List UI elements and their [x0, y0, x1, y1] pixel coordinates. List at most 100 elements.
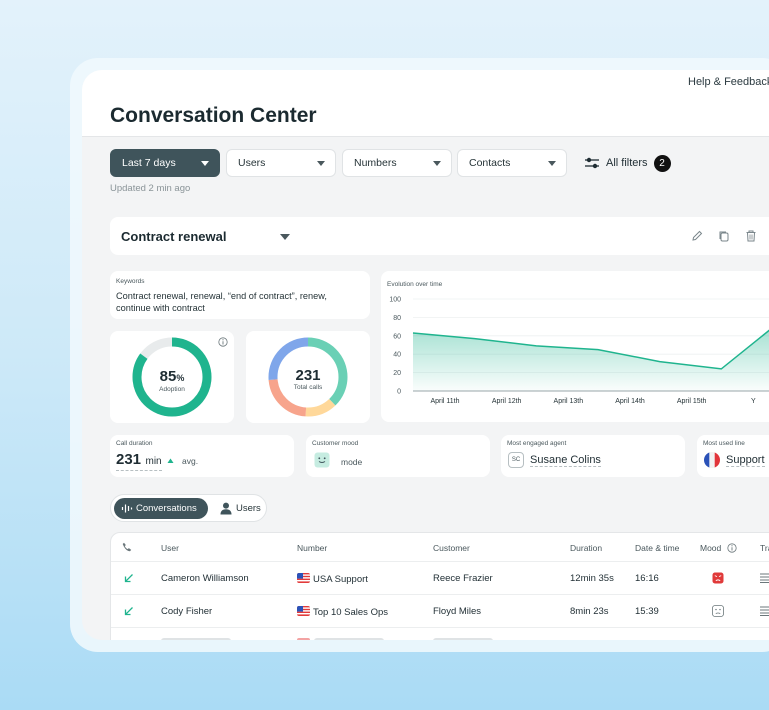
users-tab-label: Users: [236, 503, 261, 514]
trend-up-icon: [167, 458, 174, 463]
adoption-label: Adoption: [159, 386, 185, 393]
adoption-unit: %: [176, 373, 185, 383]
row-time: 16:16: [635, 573, 659, 584]
chart-title: Evolution over time: [387, 281, 443, 288]
col-datetime[interactable]: Date & time: [635, 543, 680, 553]
row-customer[interactable]: Floyd Miles: [433, 606, 482, 617]
pencil-icon[interactable]: [690, 229, 704, 243]
all-filters-label: All filters: [606, 157, 648, 169]
row-placeholder: [433, 638, 493, 640]
chevron-down-icon: [433, 161, 441, 166]
copy-icon[interactable]: [717, 229, 731, 243]
row-user[interactable]: Cameron Williamson: [161, 573, 249, 584]
row-number[interactable]: Top 10 Sales Ops: [297, 606, 388, 618]
france-flag-icon: [704, 452, 720, 468]
y-tick-label: 20: [393, 370, 401, 377]
keywords-card: Keywords Contract renewal, renewal, “end…: [110, 271, 370, 319]
incoming-call-icon: [124, 574, 133, 583]
series-area: [413, 330, 769, 391]
used-line-card: Most used line Support: [697, 435, 769, 477]
angry-face-icon: [712, 572, 724, 584]
x-tick-label: April 11th: [430, 398, 459, 405]
adoption-value: 85: [159, 368, 177, 385]
col-user[interactable]: User: [161, 543, 179, 553]
trash-icon[interactable]: [744, 229, 758, 243]
engaged-agent-caption: Most engaged agent: [507, 440, 567, 447]
waveform-icon: [121, 504, 133, 513]
total-calls-donut: [268, 337, 348, 417]
row-customer[interactable]: Reece Frazier: [433, 573, 493, 584]
adoption-value-wrap: 85%: [110, 368, 234, 386]
view-toggle: Conversations Users: [110, 494, 267, 522]
y-tick-label: 80: [393, 315, 401, 322]
contacts-filter[interactable]: Contacts: [457, 149, 567, 177]
updated-timestamp: Updated 2 min ago: [110, 183, 191, 194]
adoption-card: 85% Adoption: [110, 331, 234, 423]
incoming-call-icon: [124, 607, 133, 616]
series-line: [412, 329, 769, 370]
row-number[interactable]: USA Support: [297, 573, 368, 585]
filter-count-badge: 2: [653, 154, 671, 172]
contacts-filter-label: Contacts: [469, 157, 511, 169]
x-tick-label: Y: [751, 398, 756, 405]
row-placeholder: [314, 638, 384, 640]
period-filter[interactable]: Last 7 days: [110, 149, 220, 177]
evolution-chart: Evolution over time 100 80 60 40 20 0 April 11…: [387, 281, 769, 405]
x-tick-label: April 14th: [615, 398, 645, 405]
x-tick-label: April 12th: [492, 398, 522, 405]
y-tick-label: 60: [393, 333, 401, 340]
users-filter[interactable]: Users: [226, 149, 336, 177]
users-filter-label: Users: [238, 157, 266, 169]
transcript-icon[interactable]: [760, 606, 769, 616]
evolution-chart-card: Evolution over time 100 80 60 40 20 0 April 11…: [381, 271, 769, 422]
info-icon[interactable]: [727, 543, 737, 553]
y-tick-label: 40: [393, 352, 401, 359]
header: Help & Feedback Conversation Center: [82, 70, 769, 137]
numbers-filter-label: Numbers: [354, 157, 397, 169]
help-feedback-link[interactable]: Help & Feedback: [688, 76, 769, 88]
happy-face-icon: [314, 452, 330, 468]
conversations-tab[interactable]: Conversations: [114, 498, 208, 519]
page-title: Conversation Center: [110, 104, 317, 127]
row-user[interactable]: Cody Fisher: [161, 606, 213, 617]
col-duration[interactable]: Duration: [570, 543, 603, 553]
call-duration-caption: Call duration: [116, 440, 153, 447]
chevron-down-icon: [548, 161, 556, 166]
topic-selector[interactable]: Contract renewal: [110, 217, 769, 255]
y-tick-label: 0: [397, 389, 401, 396]
adoption-arc: [132, 337, 212, 417]
phone-icon: [122, 542, 132, 552]
all-filters-button[interactable]: All filters 2: [584, 149, 671, 177]
sliders-icon: [585, 157, 599, 169]
call-duration-unit: min: [145, 456, 162, 467]
table-row-partial: [111, 627, 769, 640]
chevron-down-icon: [317, 161, 325, 166]
total-calls-label: Total calls: [293, 384, 323, 391]
segment-yellow: [268, 337, 348, 417]
adoption-donut: [132, 337, 212, 417]
usa-flag-icon: [297, 573, 310, 583]
col-mood[interactable]: Mood: [700, 543, 722, 553]
col-number[interactable]: Number: [297, 543, 328, 553]
call-duration-note: avg.: [182, 456, 199, 466]
y-tick-label: 100: [389, 297, 401, 304]
col-customer[interactable]: Customer: [433, 543, 470, 553]
call-duration-value-wrap: 231 min: [116, 451, 162, 471]
table-row[interactable]: Cody Fisher Top 10 Sales Ops Floyd Miles…: [111, 594, 769, 627]
used-line-name[interactable]: Support: [726, 454, 765, 467]
usa-flag-icon: [297, 606, 310, 616]
keywords-text: Contract renewal, renewal, “end of contr…: [116, 291, 327, 313]
transcript-icon[interactable]: [760, 573, 769, 583]
users-tab[interactable]: Users: [214, 498, 261, 519]
table-row[interactable]: Cameron Williamson USA Support Reece Fra…: [111, 561, 769, 594]
total-calls-card: 231 Total calls: [246, 331, 370, 423]
numbers-filter[interactable]: Numbers: [342, 149, 452, 177]
info-icon[interactable]: [218, 337, 228, 347]
conversations-table: User Number Customer Duration Date & tim…: [110, 532, 769, 640]
chevron-down-icon: [201, 161, 209, 166]
col-transcript[interactable]: Tra: [760, 543, 769, 553]
row-duration: 12min 35s: [570, 573, 614, 584]
row-number-label: Top 10 Sales Ops: [313, 607, 388, 618]
conversations-tab-label: Conversations: [136, 503, 197, 514]
engaged-agent-name[interactable]: Susane Colins: [530, 454, 601, 467]
